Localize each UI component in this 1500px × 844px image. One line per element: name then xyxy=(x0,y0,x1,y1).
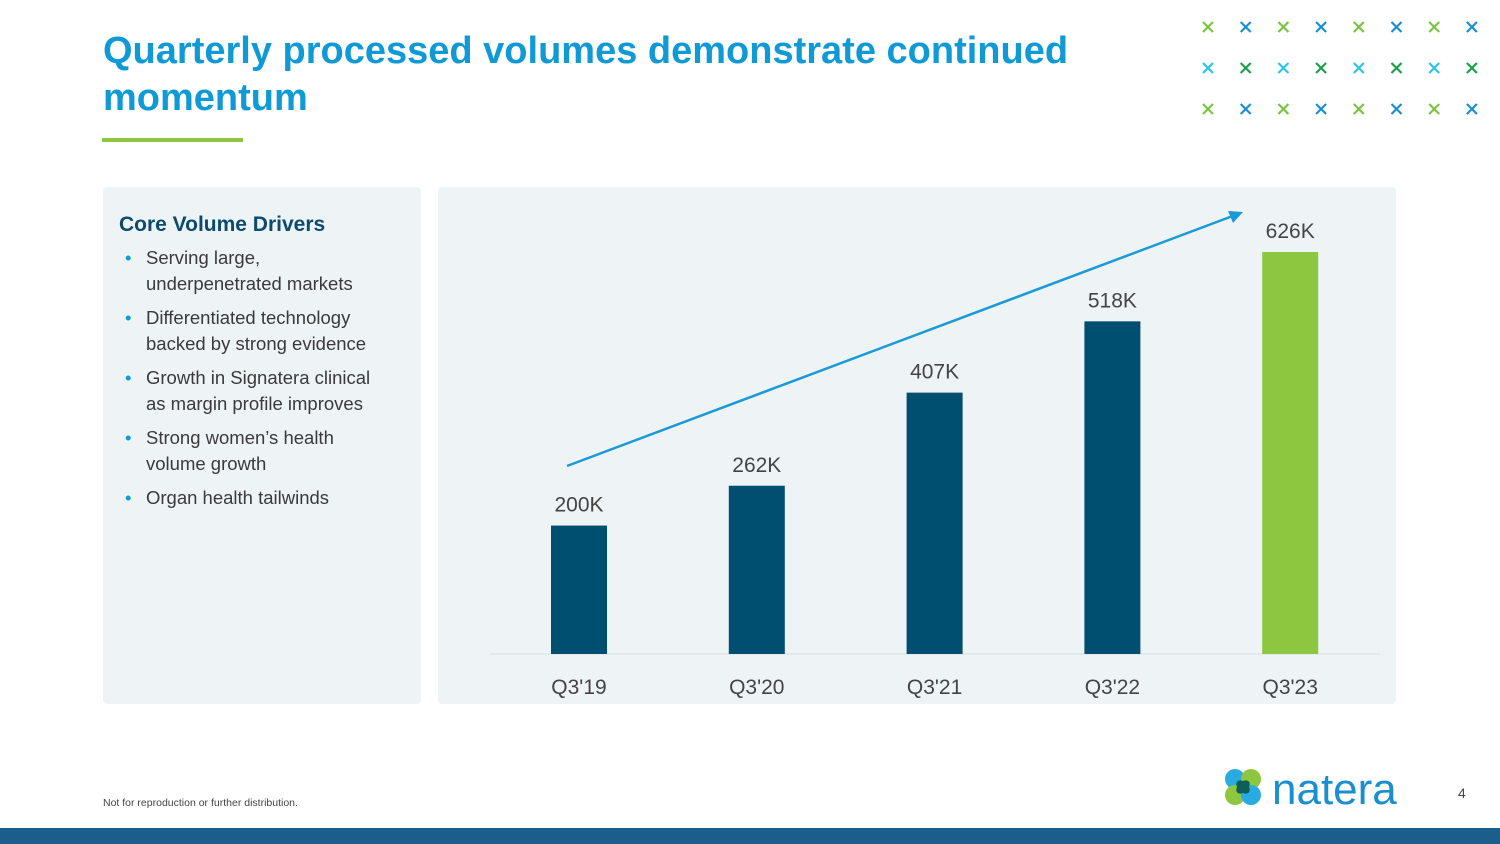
x-mark-icon xyxy=(1466,21,1478,33)
x-mark-icon xyxy=(1202,62,1214,74)
x-mark-icon xyxy=(1390,21,1403,33)
core-volume-drivers-panel: Core Volume Drivers Serving large, under… xyxy=(103,187,421,704)
driver-bullet: Serving large, underpenetrated markets xyxy=(119,245,391,297)
x-tick-label: Q3'19 xyxy=(551,676,606,699)
driver-bullet: Growth in Signatera clinical as margin p… xyxy=(119,365,391,417)
bar-Q3'22 xyxy=(1084,321,1141,654)
x-mark-icon xyxy=(1239,21,1252,33)
bar-Q3'23 xyxy=(1262,252,1319,654)
x-tick-label: Q3'21 xyxy=(907,676,962,699)
bar-Q3'19 xyxy=(551,525,607,654)
x-tick-label: Q3'22 xyxy=(1085,676,1140,699)
bar-Q3'21 xyxy=(906,392,963,654)
x-mark-icon xyxy=(1353,62,1365,74)
footer-disclaimer: Not for reproduction or further distribu… xyxy=(103,797,298,809)
x-mark-icon xyxy=(1428,103,1440,115)
x-mark-icon xyxy=(1315,103,1327,115)
x-mark-icon xyxy=(1315,62,1327,74)
x-mark-icon xyxy=(1466,62,1478,74)
bar-Q3'20 xyxy=(728,485,785,654)
driver-bullet: Strong women’s health volume growth xyxy=(119,425,391,477)
data-label: 200K xyxy=(554,494,603,517)
driver-bullet: Organ health tailwinds xyxy=(119,485,391,511)
x-mark-icon xyxy=(1239,103,1252,115)
x-mark-icon xyxy=(1466,103,1478,115)
x-mark-icon xyxy=(1277,62,1290,74)
decorative-x-pattern xyxy=(1202,21,1478,115)
chart-panel: 200K Q3'19 262K Q3'20 407K Q3'21 518K Q3'22 626K… xyxy=(438,187,1396,704)
page-title: Quarterly processed volumes demonstrate … xyxy=(103,30,1069,119)
x-mark-icon xyxy=(1202,21,1214,33)
logo-wordmark: natera xyxy=(1272,766,1397,814)
data-label: 518K xyxy=(1088,289,1137,312)
x-mark-icon xyxy=(1277,103,1290,115)
title-underline xyxy=(102,138,243,142)
x-mark-icon xyxy=(1315,21,1327,33)
data-label: 626K xyxy=(1266,220,1315,243)
x-mark-icon xyxy=(1202,103,1214,115)
panel-heading: Core Volume Drivers xyxy=(119,213,326,236)
x-mark-icon xyxy=(1239,62,1252,74)
x-mark-icon xyxy=(1390,103,1403,115)
natera-logo: natera xyxy=(1225,766,1397,814)
bottom-bar xyxy=(0,828,1500,844)
driver-bullet: Differentiated technology backed by stro… xyxy=(119,305,391,357)
data-label: 262K xyxy=(732,454,781,477)
x-tick-label: Q3'23 xyxy=(1263,676,1318,699)
volume-bar-chart: 200K Q3'19 262K Q3'20 407K Q3'21 518K Q3'22 626K… xyxy=(490,211,1380,699)
drivers-list: Serving large, underpenetrated markets Di… xyxy=(119,245,391,511)
x-tick-label: Q3'20 xyxy=(729,676,784,699)
data-label: 407K xyxy=(910,361,959,384)
x-mark-icon xyxy=(1390,62,1403,74)
page-number: 4 xyxy=(1458,785,1466,801)
x-mark-icon xyxy=(1428,62,1440,74)
x-mark-icon xyxy=(1353,21,1365,33)
logo-mark-icon xyxy=(1225,769,1261,805)
x-mark-icon xyxy=(1277,21,1290,33)
trend-arrow-icon xyxy=(566,211,1243,468)
x-mark-icon xyxy=(1428,21,1440,33)
x-mark-icon xyxy=(1353,103,1365,115)
